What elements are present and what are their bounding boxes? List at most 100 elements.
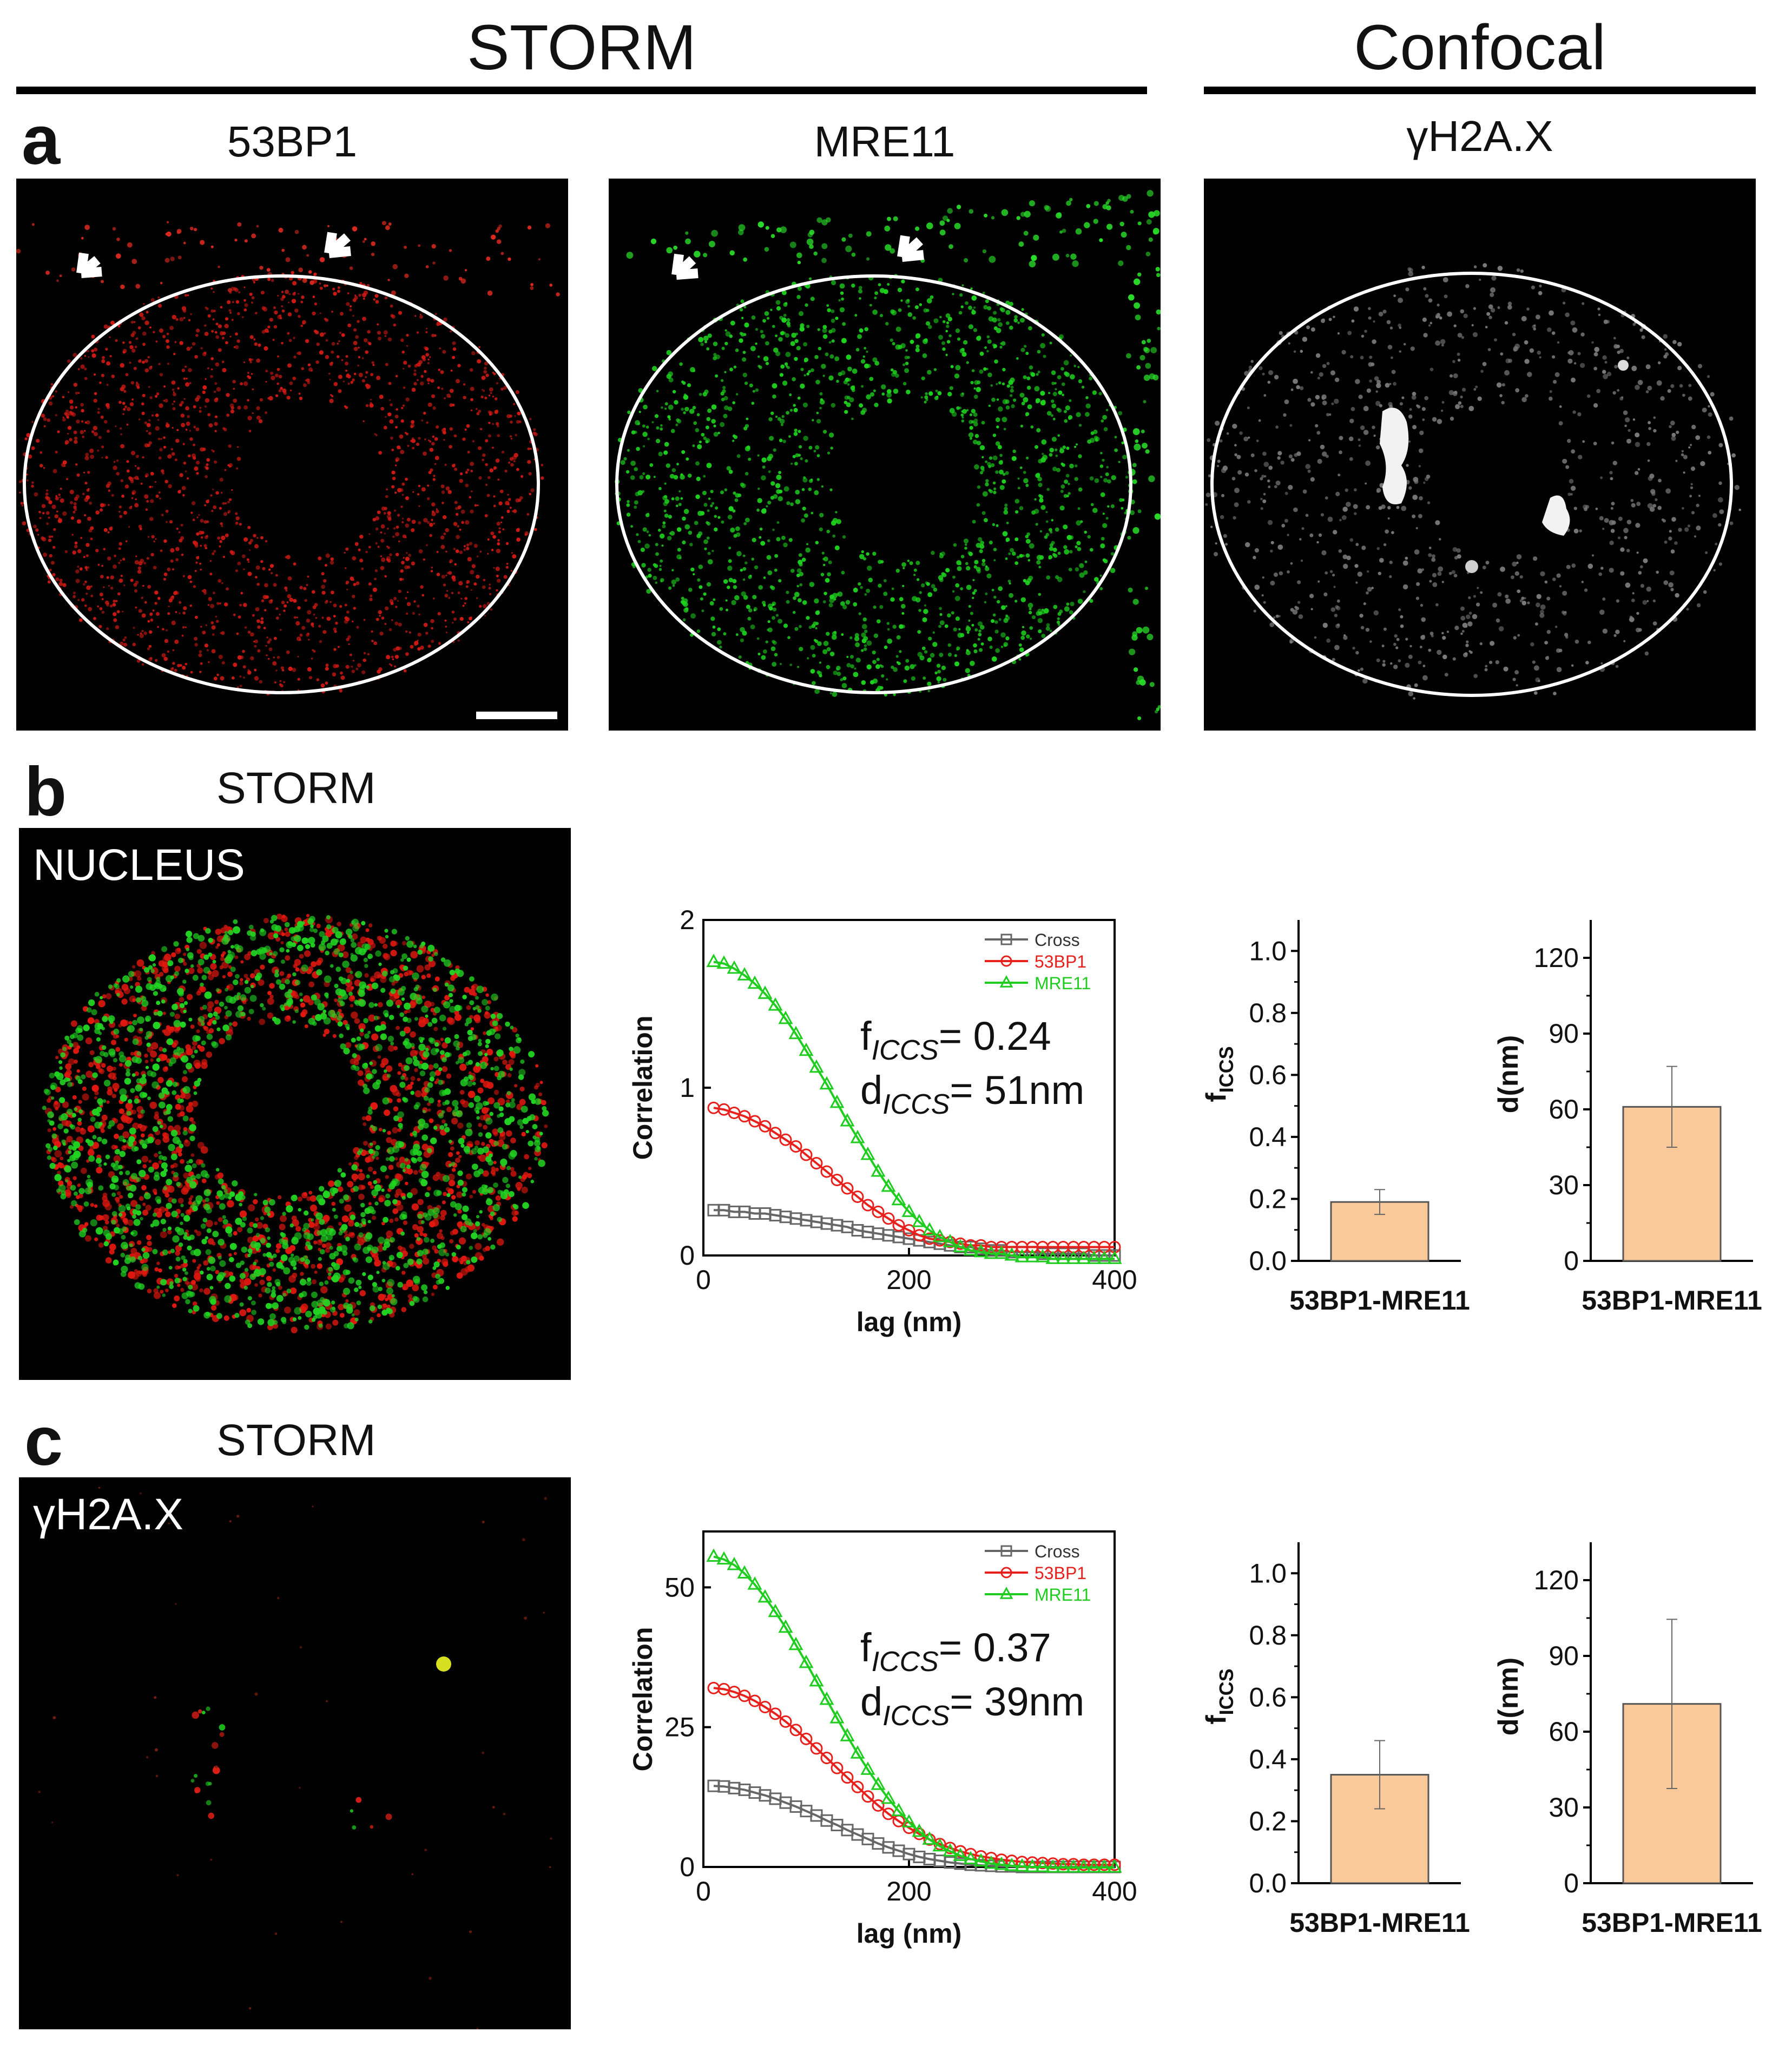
data-point [831,1761,844,1774]
data-point [1086,1859,1102,1873]
bright-focus [1618,360,1629,371]
c-ficcs-y-tick-label: 0.0 [1249,1868,1287,1898]
c-d-y-tick-label: 30 [1549,1792,1579,1823]
data-point [716,1551,732,1565]
data-point [1045,1859,1060,1873]
data-point [932,1228,947,1242]
c-corr-legend-label: MRE11 [1035,1585,1091,1605]
nucleus-outline [23,274,540,694]
data-point [800,1732,813,1745]
data-point [1107,1251,1122,1264]
data-point [779,1715,792,1728]
b-corr-series-53bp1 [707,1101,1121,1253]
data-point [871,1163,886,1177]
b-ficcs-y-tick-label: 0.4 [1249,1122,1287,1152]
storm-image-nucleus: NUCLEUS [19,828,571,1380]
green-localizations [190,1706,226,1806]
c-ficcs-category-label: 53BP1-MRE11 [1289,1908,1470,1938]
data-point [778,1619,793,1633]
ficcs-bar-chart-b: 0.0 0.2 0.4 0.6 0.8 1.0 53BP1-MRE11 fICCS [1201,920,1470,1316]
data-point [799,1042,814,1056]
data-point [1045,1251,1060,1264]
data-point [829,1710,845,1724]
data-point [757,1589,773,1603]
b-ficcs-y-tick-label: 0.2 [1249,1183,1287,1214]
panel-a-label: a [22,102,61,179]
b-corr-d-iccs-annotation: dICCS= 51nm [860,1068,1084,1120]
data-point [871,1776,886,1790]
data-point [809,1059,824,1073]
data-point [1035,1248,1050,1262]
data-point [727,960,742,974]
data-point [1000,933,1012,945]
nucleus-outline [1210,272,1733,697]
data-point [1086,1251,1102,1264]
confocal-header-rule [1204,87,1756,94]
data-point [819,1691,834,1705]
b-ficcs-y-axis-label: fICCS [1201,1046,1237,1102]
green-border-localizations [626,190,1161,720]
data-point [737,1565,752,1579]
arrow-icon [76,252,102,278]
c-corr-legend-label: 53BP1 [1035,1563,1086,1583]
data-point [1014,1248,1030,1262]
b-ficcs-y-tick-label: 0.6 [1249,1060,1287,1090]
c-ficcs-y-axis-label: fICCS [1201,1668,1237,1724]
data-point [747,975,762,989]
data-point [850,1745,865,1759]
b-d-y-tick-label: 90 [1549,1018,1579,1049]
b-ficcs-y-tick-label: 0.8 [1249,998,1287,1028]
green-localizations [42,915,549,1330]
correlation-chart-b: 0 200 400 0 1 2 lag (nm) Correlation Cross 53BP1 M… [628,905,1137,1337]
red-localizations [192,1709,225,1819]
data-point [953,1239,968,1252]
b-corr-legend-label: 53BP1 [1035,952,1086,971]
panel-a-title-gh2ax: γH2A.X [1406,112,1553,160]
data-point [922,1222,937,1235]
c-d-y-tick-label: 90 [1549,1641,1579,1671]
c-corr-x-tick-label: 0 [696,1876,711,1906]
data-point [882,1212,895,1225]
c-corr-x-tick-label: 200 [886,1876,931,1906]
data-point [891,1192,906,1206]
data-point [1066,1859,1081,1873]
b-corr-series-mre11 [706,954,1122,1264]
panel-c-title: STORM [216,1416,376,1465]
c-ficcs-y-tick-label: 0.6 [1249,1682,1287,1712]
ficcs-bar-chart-c: 0.0 0.2 0.4 0.6 0.8 1.0 53BP1-MRE11 fICCS [1201,1542,1470,1938]
data-point [820,1165,833,1178]
red-localizations [18,271,544,696]
confocal-header: Confocal [1354,12,1606,83]
panel-b-title: STORM [216,764,376,813]
b-corr-legend-label: Cross [1035,930,1080,950]
c-ficcs-y-tick-label: 0.8 [1249,1620,1287,1651]
data-point [1000,1545,1012,1557]
data-point [779,1133,792,1146]
data-point [973,1244,989,1258]
data-point [829,1094,845,1108]
data-point [943,1234,958,1247]
b-corr-y-tick-label: 2 [680,905,695,935]
data-point [810,1742,823,1755]
data-point [778,1010,793,1024]
gray-foci [1205,263,1741,700]
c-corr-f-iccs-annotation: fICCS= 0.37 [860,1625,1051,1678]
c-corr-series-mre11 [706,1548,1122,1873]
b-corr-f-iccs-annotation: fICCS= 0.24 [860,1014,1051,1066]
b-d-y-tick-label: 0 [1564,1246,1579,1276]
c-corr-y-tick-label: 50 [664,1572,695,1602]
data-point [1097,1859,1112,1873]
data-point [1076,1251,1091,1264]
bright-focus [1380,407,1409,504]
data-point [1097,1251,1112,1264]
b-d-y-tick-label: 120 [1534,943,1579,973]
distance-bar-chart-c: 0 30 60 90 120 53BP1-MRE11 d(nm) [1493,1542,1762,1938]
storm-header-rule [16,87,1147,94]
data-point [1108,1858,1121,1871]
data-point [738,1689,751,1702]
arrow-icon [897,235,924,262]
green-localizations [614,274,1137,697]
panel-b-label: b [24,753,67,831]
data-point [1107,1859,1122,1873]
data-point [860,1761,875,1775]
